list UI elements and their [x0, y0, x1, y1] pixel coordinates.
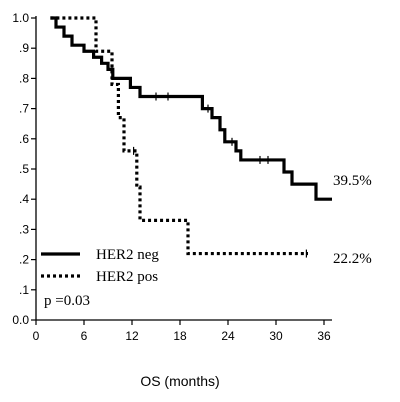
legend-label-her2-pos: HER2 pos: [96, 269, 158, 285]
x-tick-label: 30: [269, 329, 283, 343]
series-line-her2-pos: [50, 16, 308, 256]
y-tick-label: .9: [19, 41, 29, 55]
legend-label-her2-neg: HER2 neg: [96, 247, 159, 263]
x-tick-label: 6: [81, 329, 88, 343]
y-tick-label: .6: [19, 132, 29, 146]
x-tick-label: 0: [33, 329, 40, 343]
x-tick-label: 12: [125, 329, 139, 343]
y-tick-label: .3: [19, 222, 29, 236]
y-tick-label: .5: [19, 162, 29, 176]
p-value-annotation: p =0.03: [44, 293, 90, 309]
y-tick-label: 1.0: [12, 11, 29, 25]
end-label-her2-neg: 39.5%: [333, 173, 372, 189]
series-line-her2-neg: [50, 16, 332, 201]
y-tick-label: .8: [19, 71, 29, 85]
x-tick-label: 36: [317, 329, 331, 343]
y-tick-label: .4: [19, 192, 29, 206]
y-tick-label: .2: [19, 253, 29, 267]
y-tick-label: .7: [19, 102, 29, 116]
x-tick-label: 18: [173, 329, 187, 343]
x-axis-title: OS (months): [140, 373, 219, 389]
y-tick-label: .1: [19, 283, 29, 297]
axes: 0.0 .1 .2 .3 .4 .5 .6 .7 .8 .9 1.0 0 6 12 18 24 30 36: [12, 11, 332, 343]
y-tick-label: 0.0: [12, 313, 29, 327]
end-label-her2-pos: 22.2%: [333, 251, 372, 267]
series-layer: [50, 16, 332, 258]
legend: HER2 neg HER2 pos: [41, 247, 159, 285]
x-tick-label: 24: [221, 329, 235, 343]
